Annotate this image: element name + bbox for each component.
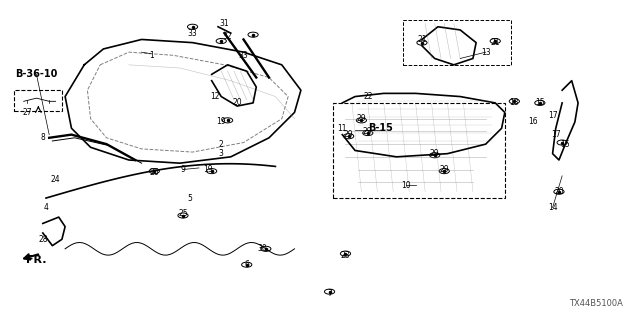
Text: 21: 21 <box>490 38 500 47</box>
Text: 17: 17 <box>548 111 557 120</box>
Text: 15: 15 <box>561 140 570 148</box>
Text: 17: 17 <box>551 130 561 139</box>
Text: 29: 29 <box>363 127 372 136</box>
Text: 15: 15 <box>535 99 545 108</box>
Text: 5: 5 <box>187 194 192 203</box>
Text: 4: 4 <box>44 203 49 212</box>
Text: 29: 29 <box>344 130 353 139</box>
Text: 20: 20 <box>554 187 564 196</box>
Text: 29: 29 <box>440 165 449 174</box>
Text: 2: 2 <box>219 140 223 148</box>
Text: 31: 31 <box>220 19 229 28</box>
Text: 23: 23 <box>340 251 350 260</box>
Text: 12: 12 <box>210 92 220 101</box>
Text: 13: 13 <box>481 48 490 57</box>
Text: 14: 14 <box>548 203 557 212</box>
Text: B-36-10: B-36-10 <box>15 69 58 79</box>
Text: 1: 1 <box>148 51 154 60</box>
Text: 18: 18 <box>509 99 519 108</box>
Text: 19: 19 <box>204 165 213 174</box>
Text: 8: 8 <box>40 133 45 142</box>
Text: 25: 25 <box>178 209 188 219</box>
Text: 16: 16 <box>529 117 538 126</box>
Text: 28: 28 <box>38 235 47 244</box>
Text: 20: 20 <box>232 99 242 108</box>
Text: 29: 29 <box>356 114 366 123</box>
Text: 11: 11 <box>337 124 347 133</box>
Text: 29: 29 <box>430 149 440 158</box>
Text: 27: 27 <box>22 108 32 117</box>
Text: 26: 26 <box>150 168 159 177</box>
Text: 7: 7 <box>327 289 332 298</box>
Text: 33: 33 <box>188 28 197 38</box>
Text: 3: 3 <box>219 149 223 158</box>
Text: B-15: B-15 <box>368 123 393 133</box>
Text: 19: 19 <box>216 117 226 126</box>
Text: 32: 32 <box>223 32 232 41</box>
Text: 24: 24 <box>51 174 60 184</box>
Text: 6: 6 <box>244 260 249 269</box>
Text: 9: 9 <box>180 165 186 174</box>
Text: TX44B5100A: TX44B5100A <box>569 299 623 308</box>
Text: 33: 33 <box>239 51 248 60</box>
Text: 22: 22 <box>363 92 372 101</box>
Text: 30: 30 <box>258 244 268 253</box>
Text: 10: 10 <box>401 181 411 190</box>
Text: 21: 21 <box>417 35 427 44</box>
Text: FR.: FR. <box>26 255 47 265</box>
